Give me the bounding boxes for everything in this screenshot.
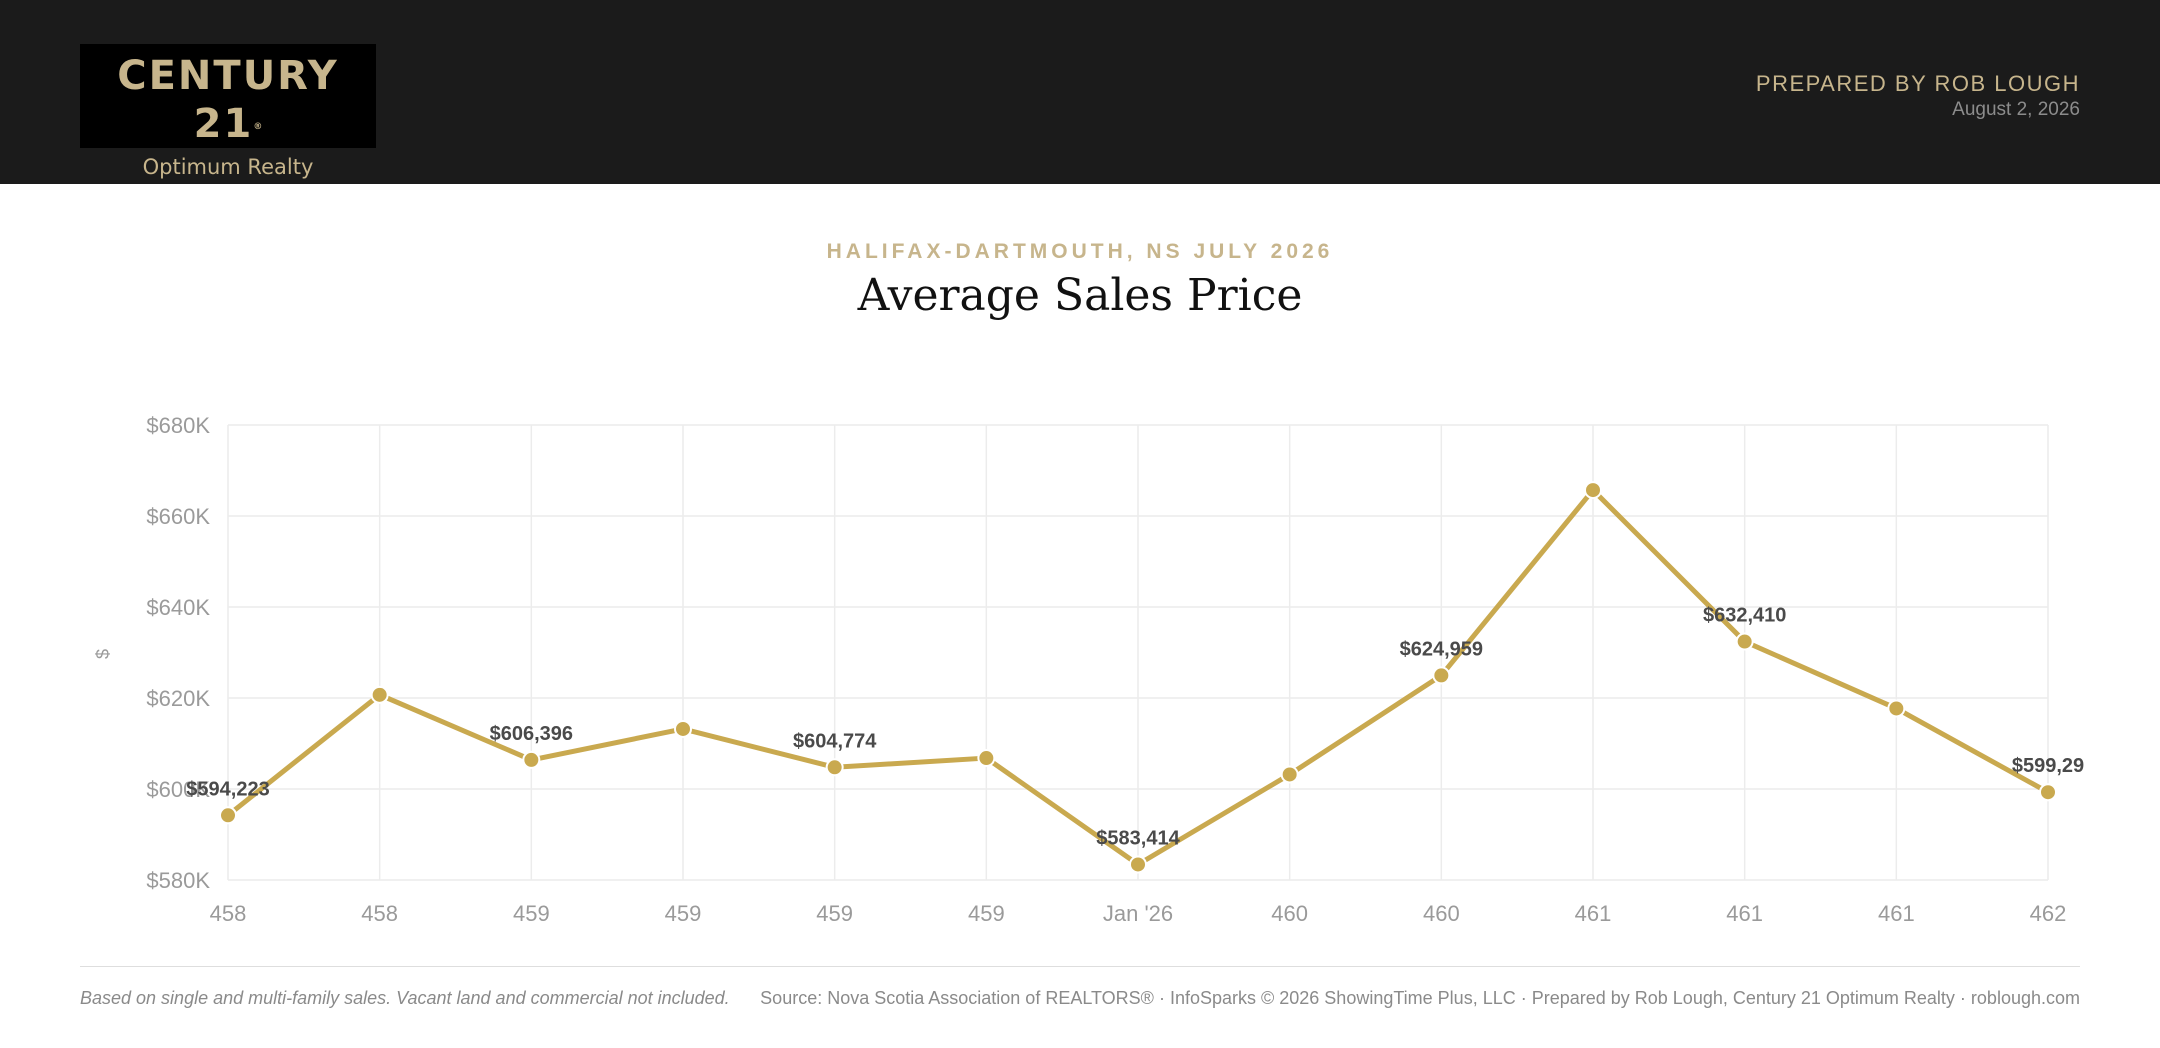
x-tick-label: 459 bbox=[513, 901, 550, 926]
y-tick-label: $620K bbox=[146, 686, 210, 711]
data-point bbox=[522, 750, 541, 769]
data-point bbox=[219, 806, 237, 825]
x-tick-label: 461 bbox=[1878, 901, 1915, 926]
data-point bbox=[977, 749, 996, 768]
y-tick-label: $640K bbox=[146, 595, 210, 620]
data-labels: $594,223 $606,396 $604,774 $583,414 $624,959… bbox=[186, 605, 2084, 850]
data-label: $632,410 bbox=[1703, 605, 1786, 627]
x-tick-label: 459 bbox=[665, 901, 702, 926]
axes: $580K $600K $620K $640K $660K $680K 458 458 459 4… bbox=[93, 413, 2066, 926]
x-tick-label: 460 bbox=[1271, 901, 1308, 926]
x-tick-label: 459 bbox=[816, 901, 853, 926]
data-label: $594,223 bbox=[186, 778, 269, 800]
x-tick-label: 462 bbox=[2030, 901, 2067, 926]
data-label: $624,959 bbox=[1400, 638, 1483, 660]
y-tick-label: $600K bbox=[146, 777, 210, 802]
logo-registered-mark: ® bbox=[253, 122, 263, 132]
x-tick-label: 461 bbox=[1726, 901, 1763, 926]
data-point bbox=[1887, 699, 1906, 718]
logo-wordmark: CENTURY 21® bbox=[80, 52, 376, 151]
data-label: $604,774 bbox=[793, 730, 877, 752]
grid bbox=[227, 424, 2049, 881]
logo-subtitle: Optimum Realty bbox=[142, 155, 314, 179]
prepared-by: PREPARED BY ROB LOUGH bbox=[1755, 71, 2080, 96]
data-point bbox=[1432, 666, 1451, 685]
series-average-price bbox=[219, 481, 2057, 874]
y-tick-label: $660K bbox=[146, 504, 210, 529]
y-tick-label: $680K bbox=[146, 413, 210, 438]
x-tick-label: 460 bbox=[1423, 901, 1460, 926]
data-label: $599,29 bbox=[2012, 755, 2084, 777]
y-axis-label: $ bbox=[93, 649, 113, 659]
x-tick-label: 461 bbox=[1575, 901, 1612, 926]
x-tick-label: 459 bbox=[968, 901, 1005, 926]
x-tick-label: 458 bbox=[210, 901, 247, 926]
data-label: $583,414 bbox=[1096, 827, 1180, 849]
data-point bbox=[1584, 481, 1602, 500]
footer-divider bbox=[80, 966, 2080, 967]
data-point bbox=[1280, 765, 1299, 784]
data-point bbox=[1129, 855, 1147, 874]
y-tick-label: $580K bbox=[146, 868, 210, 893]
data-label: $606,396 bbox=[490, 723, 573, 745]
data-point bbox=[2039, 783, 2057, 802]
x-tick-label: Jan '26 bbox=[1103, 901, 1173, 926]
source-credit: Source: Nova Scotia Association of REALT… bbox=[760, 988, 2080, 1008]
header-bar: CENTURY 21® Optimum Realty PREPARED BY R… bbox=[0, 0, 2160, 184]
x-tick-label: 458 bbox=[361, 901, 398, 926]
data-point bbox=[825, 758, 844, 777]
data-point bbox=[370, 685, 389, 704]
market-eyebrow: HALIFAX-DARTMOUTH, NS JULY 2026 bbox=[826, 240, 1334, 263]
data-point bbox=[1735, 632, 1754, 651]
prepared-block: PREPARED BY ROB LOUGH August 2, 2026 bbox=[1756, 70, 2080, 122]
page-title: Average Sales Price bbox=[857, 270, 1303, 321]
footnote: Based on single and multi-family sales. … bbox=[80, 988, 730, 1008]
report-date: August 2, 2026 bbox=[1952, 99, 2080, 120]
average-sales-price-chart: $580K $600K $620K $640K $660K $680K 458 458 459 4… bbox=[93, 413, 2084, 926]
logo-wordmark-text: CENTURY 21 bbox=[117, 53, 339, 147]
century21-logo: CENTURY 21® Optimum Realty bbox=[80, 44, 376, 179]
data-point bbox=[674, 719, 692, 738]
